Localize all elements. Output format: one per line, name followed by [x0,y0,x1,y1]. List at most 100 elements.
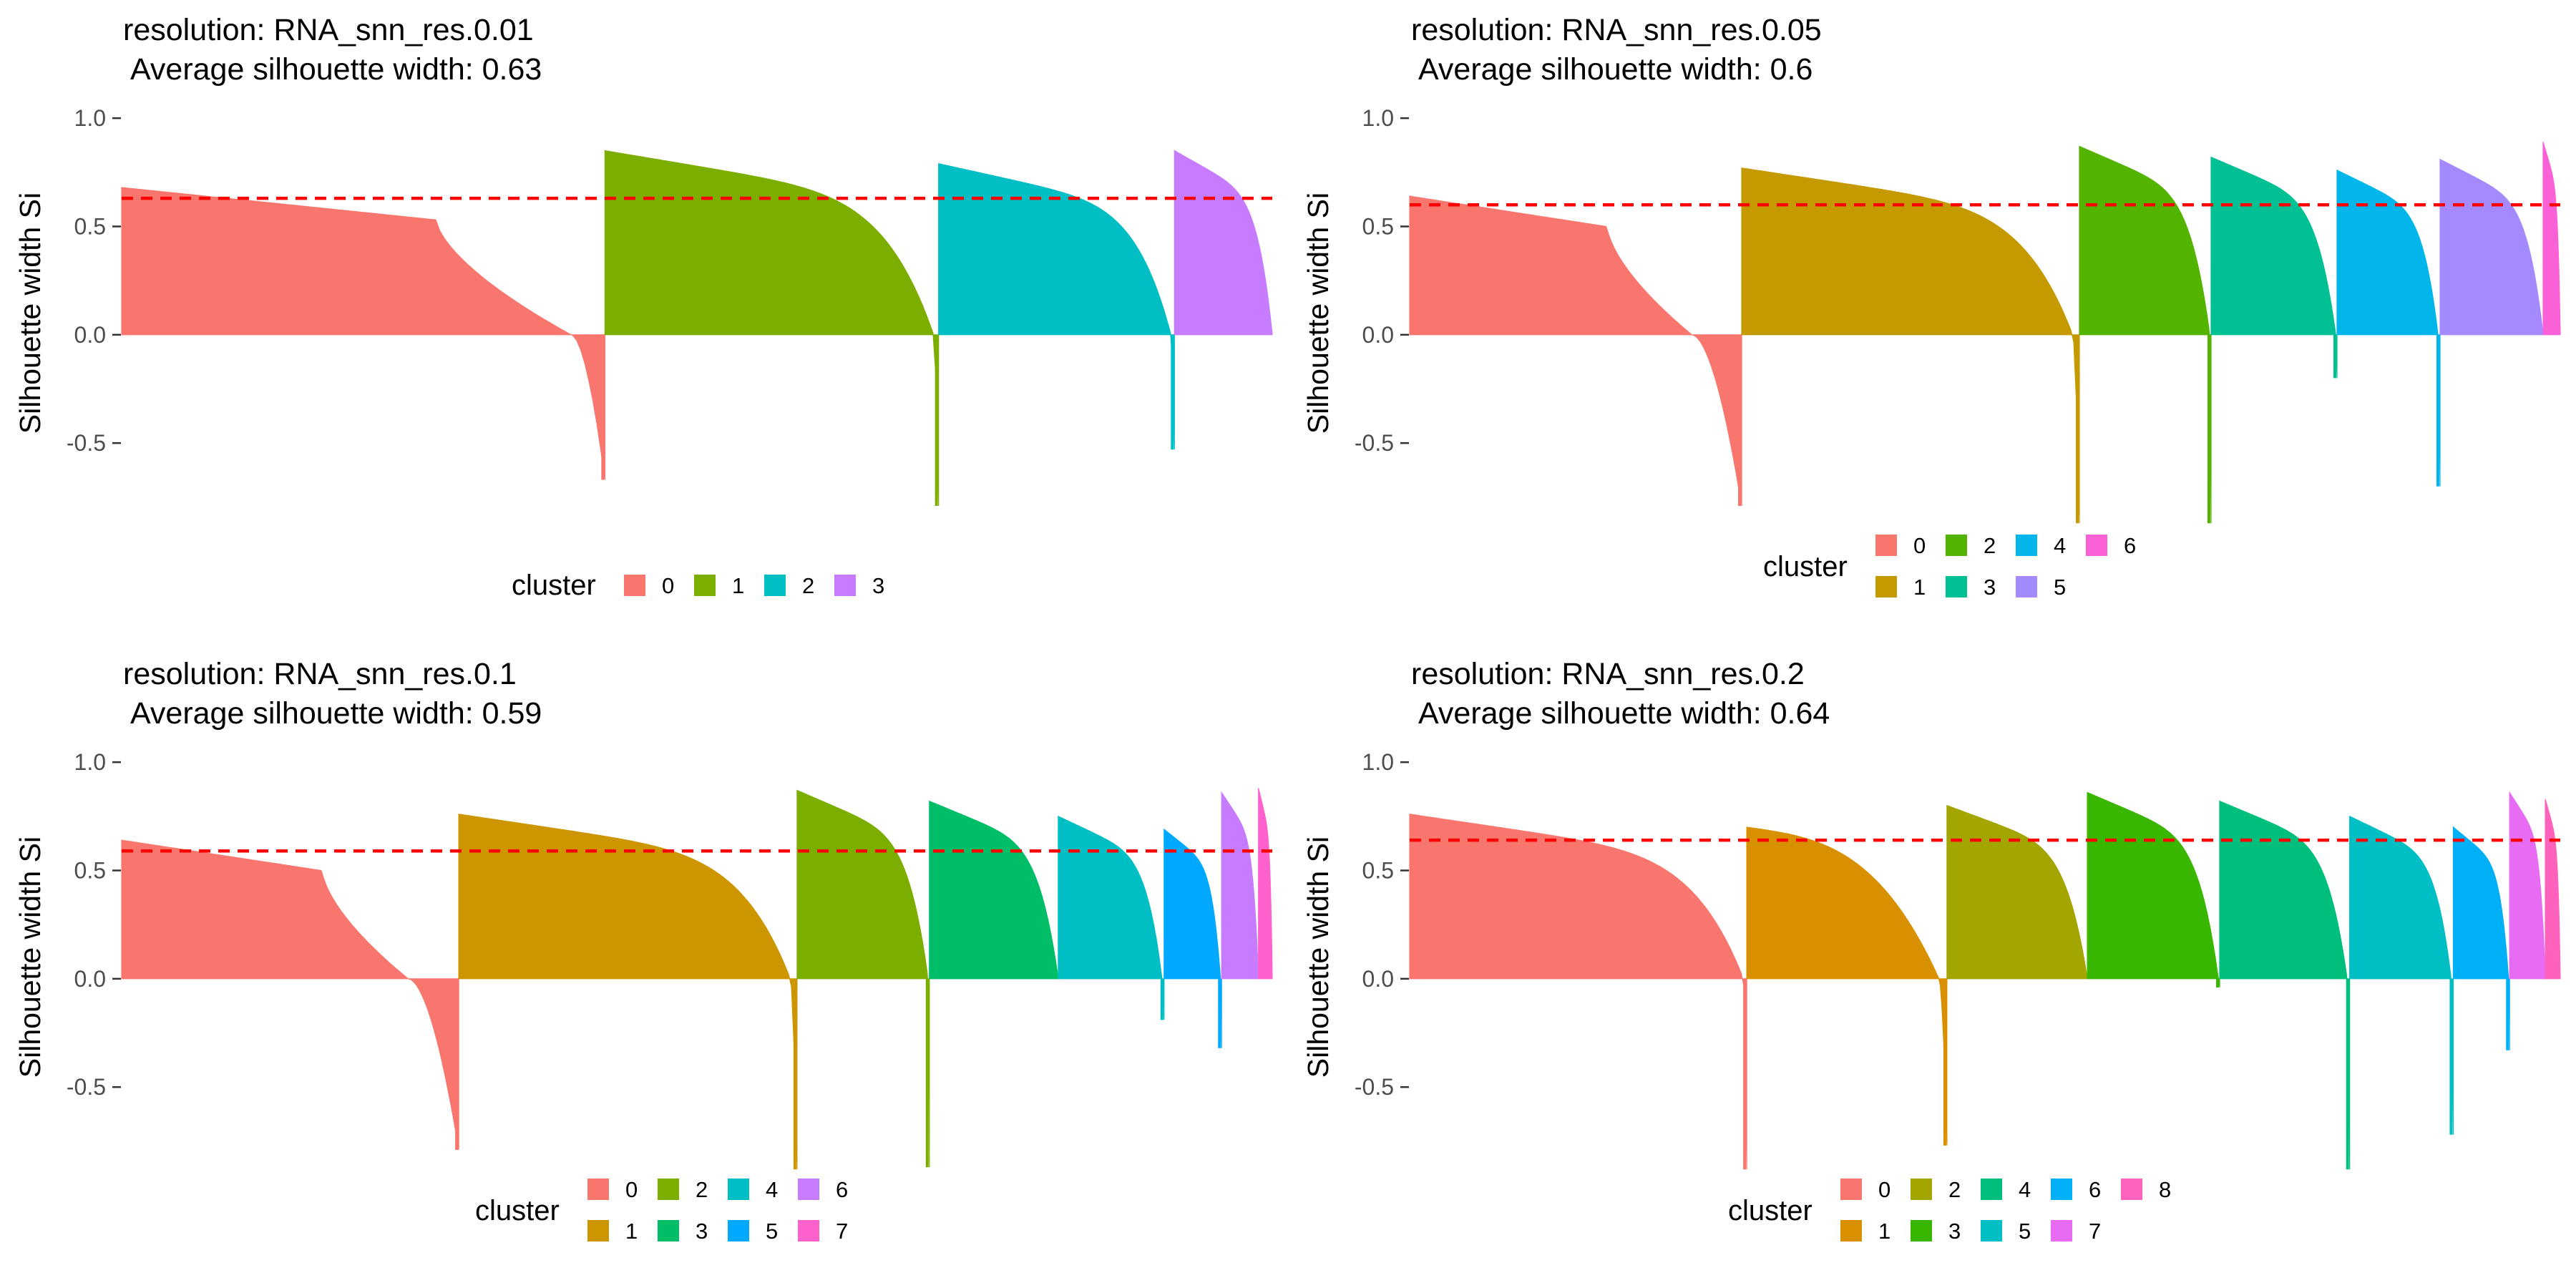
y-axis-title: Silhouette width Si [1302,836,1335,1078]
legend-key-1 [694,575,716,596]
legend-key-4 [728,1179,749,1200]
legend-key-3 [658,1220,679,1241]
y-tick-label: 0.5 [74,213,106,239]
y-tick-label: 0.5 [1362,857,1394,883]
cluster-silhouette-3 [2087,791,2220,987]
y-tick-label: -0.5 [67,1074,106,1100]
legend-key-1 [587,1220,609,1241]
y-tick-label: 0.0 [1362,322,1394,348]
legend-title: cluster [1763,551,1848,582]
y-tick-label: 0.5 [1362,213,1394,239]
cluster-silhouette-4 [2336,169,2441,487]
legend-key-0 [1840,1179,1862,1200]
chart-subtitle: Average silhouette width: 0.6 [1418,52,1813,87]
legend-label-0: 0 [625,1177,638,1202]
legend-key-0 [587,1179,609,1200]
cluster-silhouette-3 [929,800,1059,980]
legend-label-2: 2 [1984,533,1996,558]
legend-label-0: 0 [1878,1177,1890,1202]
cluster-silhouette-0 [1409,814,1747,1170]
cluster-silhouette-1 [1746,826,1948,1146]
silhouette-panel-res-0-01: resolution: RNA_snn_res.0.01 Average silh… [0,0,1288,644]
y-tick-label: 0.0 [1362,966,1394,992]
legend-label-7: 7 [836,1219,848,1244]
legend-title: cluster [1728,1195,1813,1226]
legend-label-4: 4 [2019,1177,2031,1202]
cluster-silhouette-4 [2219,800,2351,1170]
cluster-silhouette-3 [2210,156,2338,379]
legend-label-1: 1 [625,1219,638,1244]
legend-key-4 [2016,535,2037,556]
chart-title: resolution: RNA_snn_res.0.2 [1411,657,1805,691]
y-tick-label: 1.0 [1362,749,1394,775]
legend-label-7: 7 [2089,1219,2101,1244]
legend-label-6: 6 [2089,1177,2101,1202]
legend-label-0: 0 [1913,533,1926,558]
cluster-silhouette-3 [1174,150,1273,336]
silhouette-panel-res-0-1: resolution: RNA_snn_res.0.1 Average silho… [0,644,1288,1288]
silhouette-panel-res-0-2: resolution: RNA_snn_res.0.2 Average silho… [1288,644,2576,1288]
legend-label-2: 2 [1948,1177,1961,1202]
legend-label-8: 8 [2159,1177,2171,1202]
legend-title: cluster [512,570,596,601]
legend-key-5 [728,1220,749,1241]
y-axis-title: Silhouette width Si [14,192,47,434]
y-tick-label: -0.5 [1355,430,1394,456]
y-tick-label: 0.5 [74,857,106,883]
chart-subtitle: Average silhouette width: 0.64 [1418,696,1830,731]
legend-key-6 [2086,535,2107,556]
cluster-silhouette-6 [2542,142,2561,336]
y-tick-label: 0.0 [74,966,106,992]
cluster-silhouette-2 [796,789,930,1168]
cluster-silhouette-2 [938,162,1175,450]
legend-key-8 [2121,1179,2142,1200]
legend-label-5: 5 [766,1219,778,1244]
cluster-silhouette-0 [121,839,459,1151]
legend-label-4: 4 [2054,533,2066,558]
y-tick-label: 1.0 [74,749,106,775]
legend-label-6: 6 [836,1177,848,1202]
legend-key-5 [2016,576,2037,597]
y-tick-label: 0.0 [74,322,106,348]
legend-key-1 [1840,1220,1862,1241]
legend-label-1: 1 [1913,575,1926,600]
legend-key-3 [1911,1220,1932,1241]
cluster-silhouette-2 [1946,804,2088,980]
legend-label-6: 6 [2124,533,2136,558]
y-axis-title: Silhouette width Si [1302,192,1335,434]
legend-label-2: 2 [696,1177,708,1202]
legend-key-0 [1875,535,1897,556]
y-tick-label: 1.0 [74,105,106,131]
chart-title: resolution: RNA_snn_res.0.05 [1411,13,1822,47]
cluster-silhouette-1 [604,150,940,507]
cluster-silhouette-5 [2349,815,2454,1135]
legend-key-2 [1946,535,1967,556]
cluster-silhouette-1 [1741,167,2080,524]
cluster-silhouette-0 [121,187,605,480]
cluster-silhouette-5 [1163,828,1222,1048]
chart-title: resolution: RNA_snn_res.0.01 [123,13,534,47]
y-axis-title: Silhouette width Si [14,836,47,1078]
cluster-silhouette-4 [1058,815,1165,1020]
legend-label-3: 3 [1984,575,1996,600]
legend-label-5: 5 [2019,1219,2031,1244]
y-tick-label: -0.5 [67,430,106,456]
legend-key-0 [624,575,645,596]
legend-label-3: 3 [696,1219,708,1244]
legend-label-2: 2 [802,573,814,598]
legend-title: cluster [475,1195,560,1226]
legend-label-3: 3 [1948,1219,1961,1244]
legend-key-7 [2051,1220,2072,1241]
silhouette-chart: resolution: RNA_snn_res.0.2 Average silho… [1302,657,2561,1244]
cluster-silhouette-8 [2545,799,2561,980]
cluster-silhouette-5 [2439,158,2544,336]
cluster-silhouette-6 [2452,826,2510,1050]
legend-key-2 [658,1179,679,1200]
silhouette-panel-res-0-05: resolution: RNA_snn_res.0.05 Average silh… [1288,0,2576,644]
cluster-silhouette-1 [458,814,798,1170]
legend-key-3 [834,575,856,596]
legend-key-2 [1911,1179,1932,1200]
silhouette-chart: resolution: RNA_snn_res.0.1 Average silho… [14,657,1273,1244]
legend-key-5 [1981,1220,2002,1241]
legend-key-4 [1981,1179,2002,1200]
